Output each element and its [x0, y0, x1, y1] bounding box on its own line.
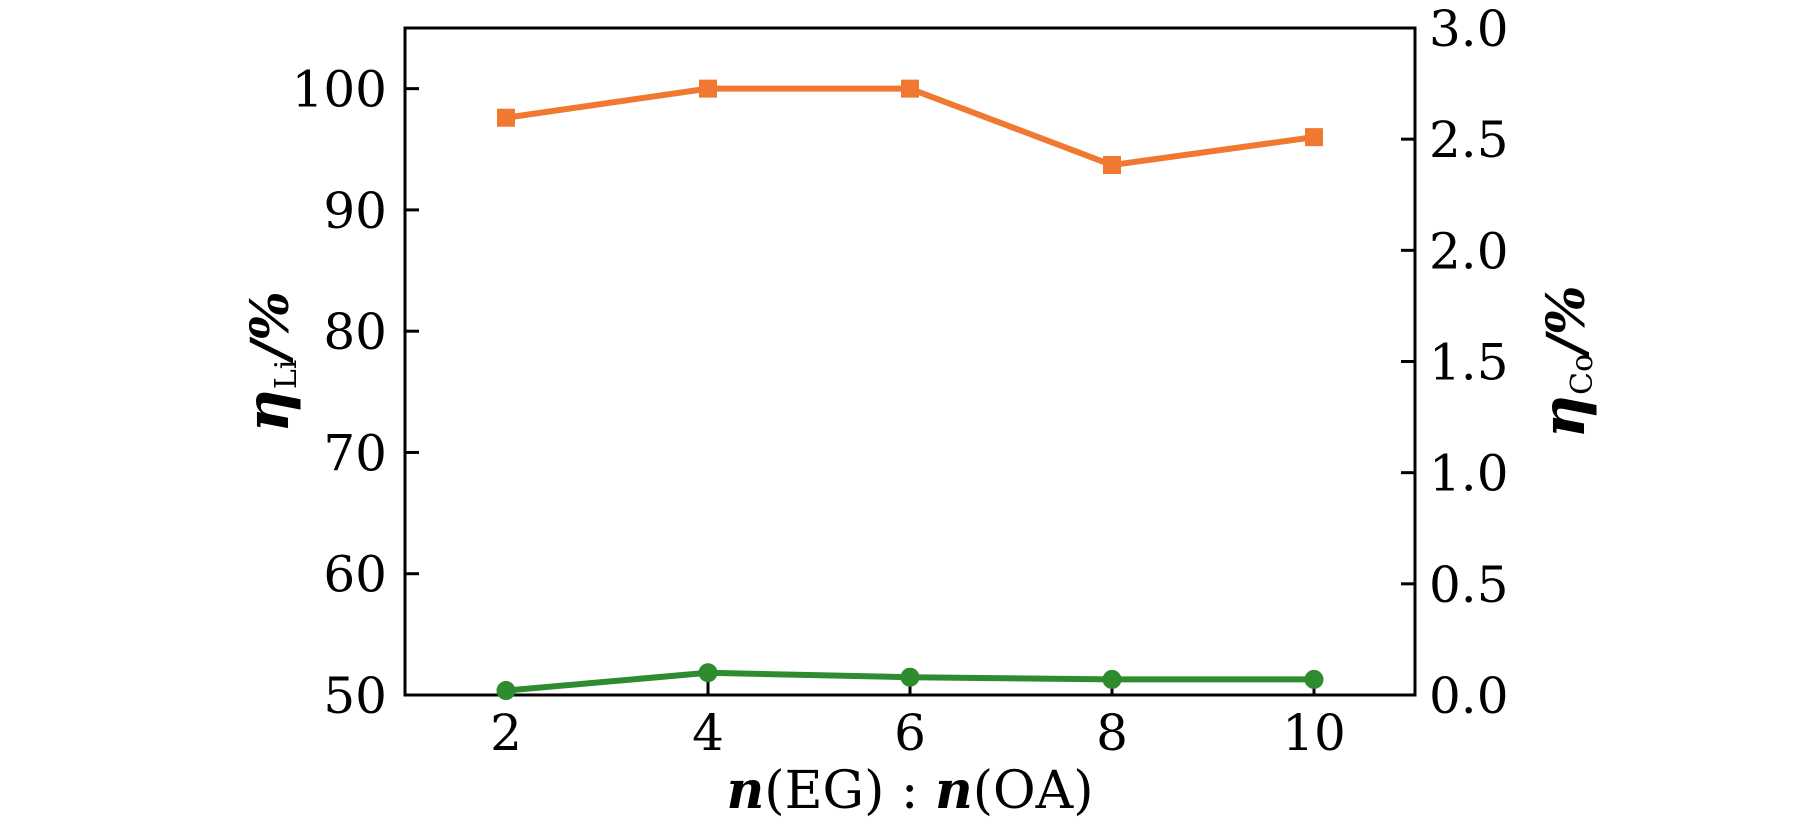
- left-tick-label: 100: [292, 61, 387, 119]
- eta-li-point: [699, 79, 717, 98]
- x-tick-label: 6: [894, 704, 926, 762]
- right-axis-label-group: ηCo/%: [1529, 285, 1600, 438]
- eta-li-point: [1305, 128, 1323, 147]
- x-axis-label-end: (OA): [973, 761, 1094, 821]
- eta-co-point: [698, 663, 718, 683]
- right-tick-label: 1.5: [1429, 334, 1509, 392]
- eta-li-point: [1103, 156, 1121, 175]
- x-axis-label-n2: n: [935, 760, 973, 821]
- right-tick-label: 0.0: [1429, 667, 1509, 725]
- eta-co-point: [496, 681, 516, 701]
- right-tick-label: 2.5: [1429, 111, 1509, 169]
- x-axis-label-mid: (EG) :: [764, 761, 935, 821]
- right-axis-label-subscript: Co: [1565, 354, 1600, 395]
- plot-frame: [403, 26, 1417, 697]
- eta-co-point: [1304, 669, 1324, 689]
- x-tick-label: 8: [1096, 704, 1128, 762]
- left-tick-label: 70: [323, 424, 387, 482]
- series-layer: [496, 79, 1324, 701]
- right-axis-label-unit: /%: [1536, 285, 1597, 358]
- right-tick-label: 3.0: [1429, 0, 1509, 58]
- right-tick-labels: 0.0 0.5 1.0 1.5 2.0 2.5 3.0: [1429, 0, 1509, 725]
- right-axis-label: ηCo/%: [1529, 285, 1600, 438]
- x-axis-label: n(EG) : n(OA): [726, 760, 1093, 821]
- x-tick-label: 4: [692, 704, 724, 762]
- x-tick-label: 2: [490, 704, 522, 762]
- eta-li-point: [497, 108, 515, 127]
- ticks-layer: [405, 26, 1415, 697]
- eta-li-point: [901, 79, 919, 98]
- left-tick-label: 60: [323, 546, 387, 604]
- right-axis-label-symbol: η: [1529, 395, 1599, 439]
- right-tick-label: 1.0: [1429, 445, 1509, 503]
- left-axis-label-subscript: Li: [269, 360, 304, 390]
- left-axis-label: ηLi/%: [233, 291, 304, 433]
- left-axis-label-unit: /%: [240, 291, 301, 364]
- x-axis-label-n1: n: [726, 760, 764, 821]
- eta-co-point: [1102, 669, 1122, 689]
- eta-li-series-line: [505, 85, 1315, 169]
- left-tick-label: 90: [323, 182, 387, 240]
- left-tick-labels: 50 60 70 80 90 100: [292, 61, 387, 725]
- right-tick-label: 2.0: [1429, 222, 1509, 280]
- left-axis-label-symbol: η: [233, 389, 303, 433]
- left-tick-label: 50: [323, 667, 387, 725]
- x-tick-labels: 2 4 6 8 10: [490, 704, 1346, 762]
- right-tick-label: 0.5: [1429, 556, 1509, 614]
- left-axis-label-group: ηLi/%: [233, 291, 304, 433]
- left-tick-label: 80: [323, 303, 387, 361]
- x-tick-label: 10: [1282, 704, 1346, 762]
- eta-co-point: [900, 667, 920, 687]
